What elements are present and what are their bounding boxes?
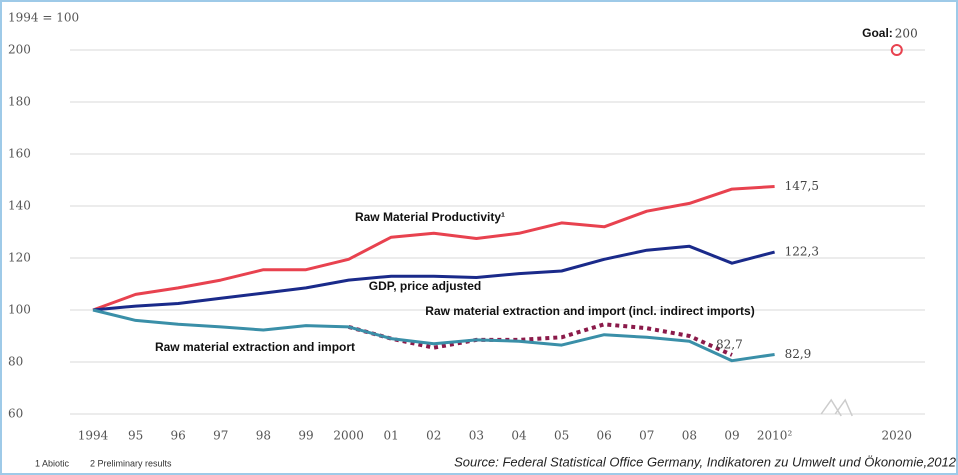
value-label: 82,7 — [716, 337, 743, 351]
x-tick-label: 2000 — [333, 429, 364, 443]
x-tick-label: 07 — [639, 429, 654, 443]
y-tick-label: 120 — [8, 251, 31, 265]
x-tick-label: 1994 — [78, 429, 109, 443]
value-label: 147,5 — [785, 179, 819, 193]
footnote: 1 Abiotic — [35, 458, 70, 468]
x-tick-label: 2010² — [757, 429, 793, 443]
y-tick-label: 160 — [8, 147, 31, 161]
x-tick-label: 96 — [171, 429, 186, 443]
goal-point — [890, 44, 903, 56]
series-line — [348, 322, 733, 357]
y-tick-label: 140 — [8, 199, 31, 213]
x-tick-label: 01 — [384, 429, 399, 443]
x-tick-label: 02 — [426, 429, 441, 443]
y-tick-label: 200 — [8, 43, 31, 57]
series-line — [92, 185, 775, 312]
series-label: Raw Material Productivity¹ — [355, 210, 505, 224]
y-tick-label: 80 — [8, 355, 23, 369]
series-line — [92, 308, 775, 363]
x-tick-label: 06 — [597, 429, 612, 443]
series-label: Raw material extraction and import — [155, 340, 355, 354]
goal-value: 200 — [895, 27, 918, 41]
x-tick-label: 05 — [554, 429, 569, 443]
y-tick-label: 60 — [8, 407, 23, 421]
y-tick-label: 100 — [8, 303, 31, 317]
x-tick-label: 99 — [298, 429, 313, 443]
x-tick-label: 04 — [511, 429, 527, 443]
series-line — [92, 244, 775, 312]
x-tick-label: 98 — [256, 429, 271, 443]
series-label: GDP, price adjusted — [369, 279, 481, 293]
x-tick-label: 97 — [213, 429, 228, 443]
y-tick-label: 180 — [8, 95, 31, 109]
x-tick-label: 09 — [724, 429, 739, 443]
series-label: Raw material extraction and import (incl… — [425, 304, 754, 318]
x-tick-label: 03 — [469, 429, 484, 443]
value-label: 82,9 — [785, 347, 812, 361]
y-axis-label: 1994 = 100 — [8, 11, 79, 25]
x-tick-label: 95 — [128, 429, 143, 443]
source: Source: Federal Statistical Office Germa… — [454, 454, 957, 469]
x-tick-label: 08 — [682, 429, 697, 443]
value-label: 122,3 — [785, 245, 819, 259]
goal-label: Goal: — [862, 26, 893, 40]
x-tick-label: 2020 — [882, 429, 913, 443]
axis-break — [820, 398, 853, 417]
footnote: 2 Preliminary results — [90, 458, 172, 468]
